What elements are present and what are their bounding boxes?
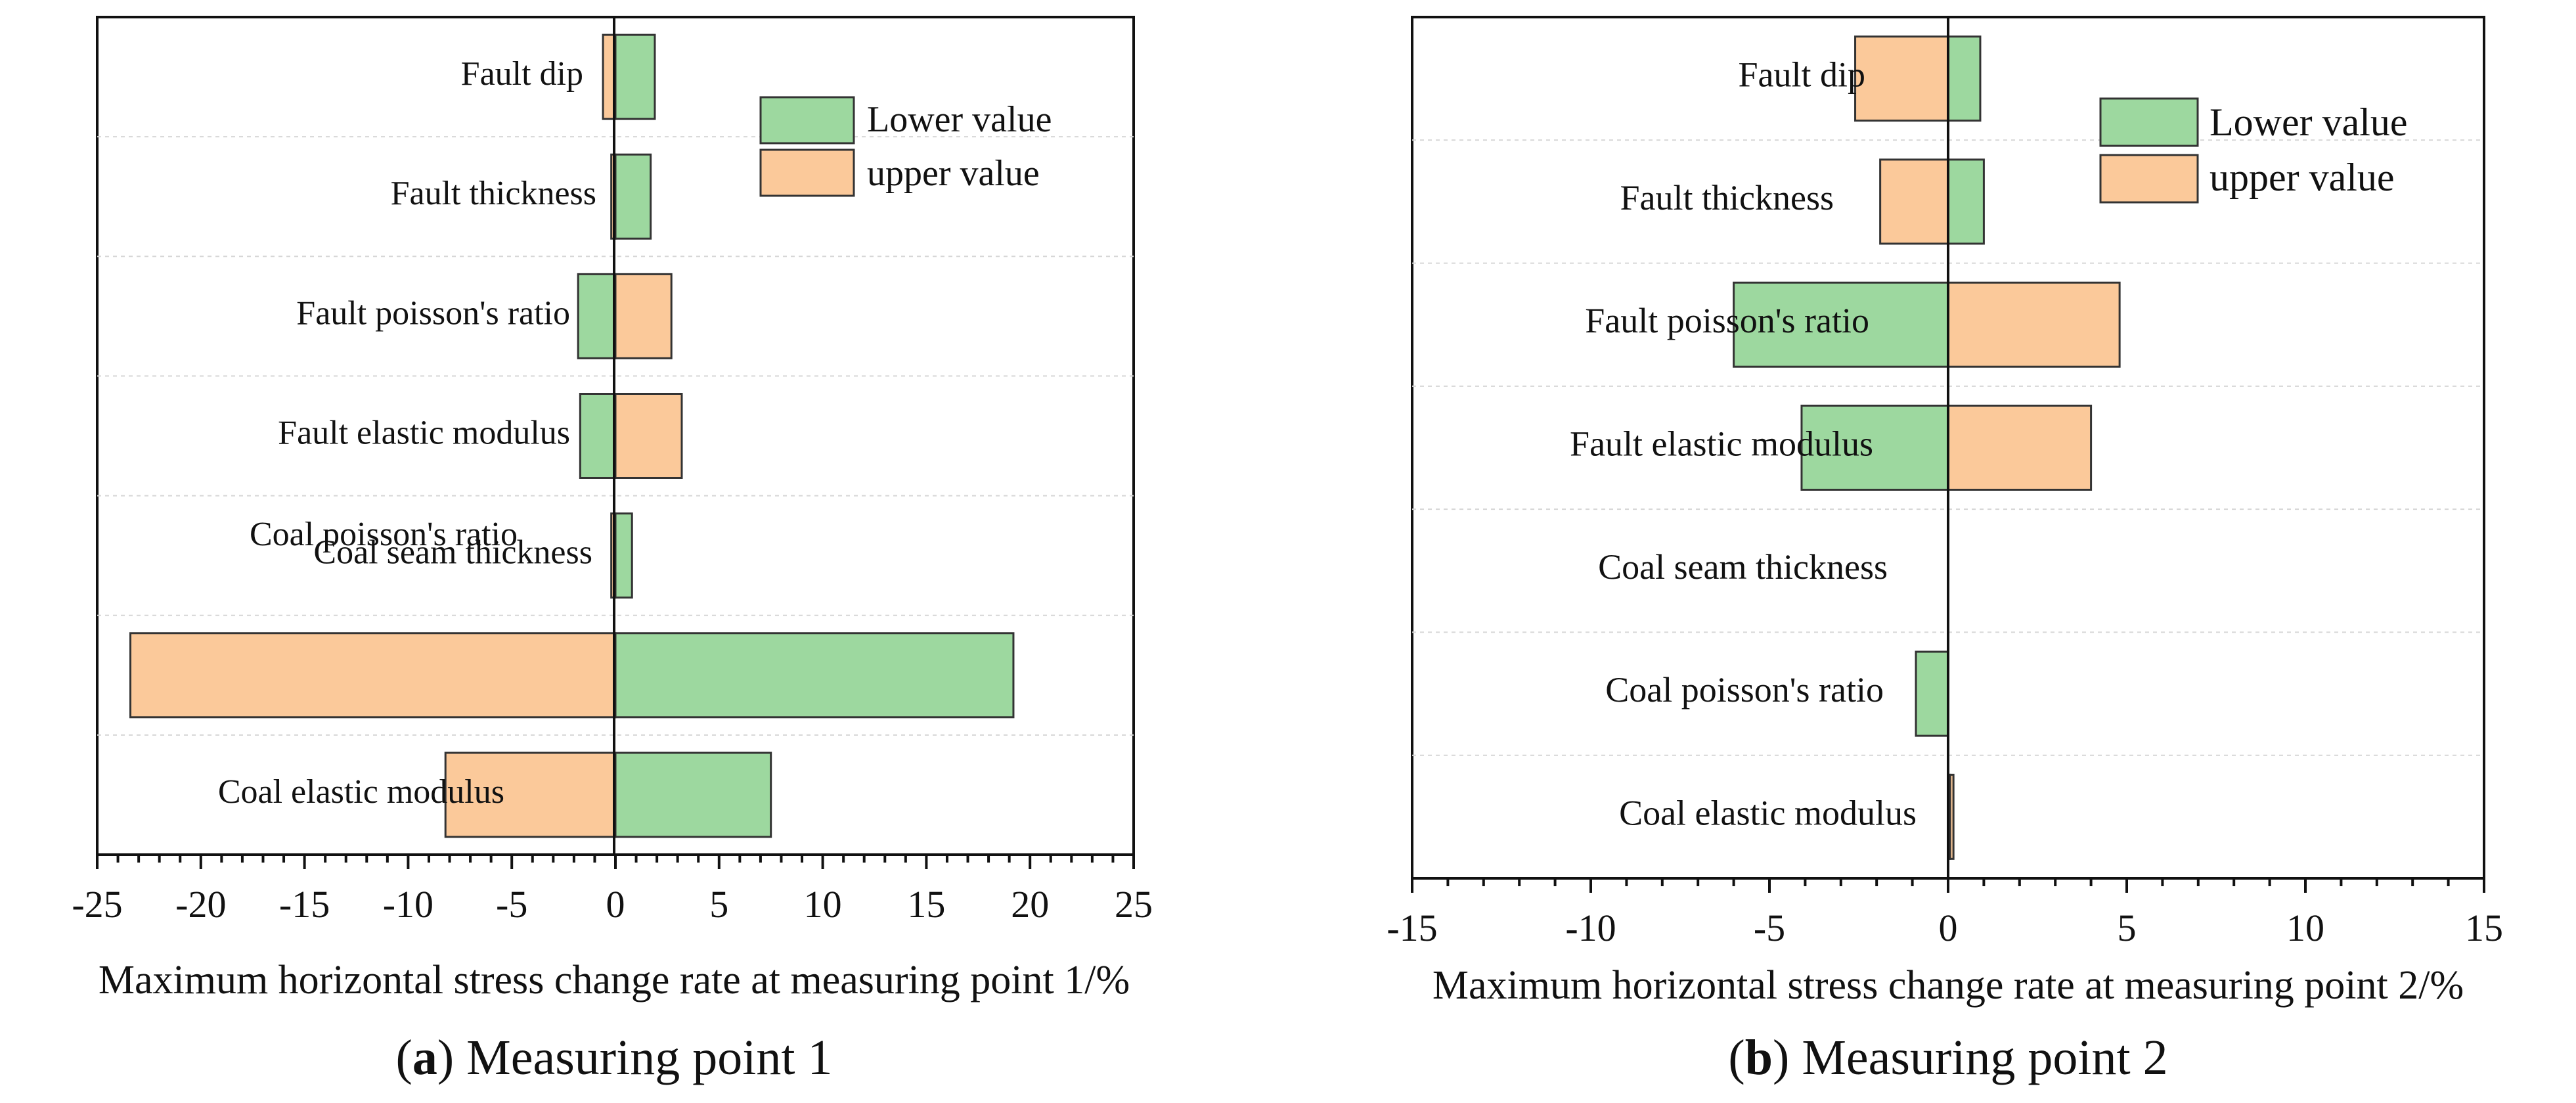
category-label: Coal seam thickness	[313, 534, 592, 572]
caption-letter-b: b	[1745, 1030, 1773, 1085]
x-tick-label: -5	[1754, 907, 1785, 949]
legend-a: Lower value upper value	[759, 96, 1052, 197]
x-axis-label-b: Maximum horizontal stress change rate at…	[1432, 963, 2464, 1008]
bars-b	[1733, 35, 2121, 860]
x-tick-label: -10	[383, 883, 433, 926]
legend-label-lower-b: Lower value	[2210, 101, 2408, 144]
bar-lower-3	[579, 393, 617, 479]
x-tick-label: 5	[709, 883, 728, 926]
bar-upper-2	[1947, 281, 2121, 368]
category-label: Fault elastic modulus	[278, 415, 570, 452]
x-tick-label: 0	[606, 883, 625, 926]
category-label: Coal poisson's ratio	[250, 516, 518, 553]
x-axis-a: -25 -20 -15 -10 -5 0 5 10 15 20 25	[72, 855, 1153, 926]
caption-text-a: Measuring point 1	[466, 1030, 832, 1085]
bar-lower-0	[614, 34, 656, 120]
category-label: Coal elastic modulus	[1619, 793, 1917, 832]
category-label: Coal elastic modulus	[218, 773, 504, 811]
bar-lower-5	[614, 632, 1015, 719]
x-tick-label: 25	[1115, 883, 1153, 926]
category-label: Fault dip	[1738, 55, 1865, 95]
bar-lower-4	[614, 512, 633, 599]
x-tick-label: -10	[1565, 907, 1616, 949]
x-tick-label: 10	[804, 883, 842, 926]
legend-label-lower-a: Lower value	[867, 99, 1052, 140]
legend-swatch-lower-b	[2099, 97, 2199, 147]
x-tick-label: -15	[279, 883, 330, 926]
chart-panel-b: Fault dip Fault thickness Fault poisson's …	[1387, 16, 2503, 1085]
legend-b: Lower value upper value	[2099, 97, 2408, 204]
bar-lower-0	[1947, 35, 1982, 122]
bar-upper-5	[129, 632, 617, 719]
chart-panel-a: Fault dip Fault thickness Fault poisson's …	[72, 16, 1153, 1085]
legend-swatch-lower-a	[759, 96, 855, 145]
bar-upper-1	[1879, 158, 1949, 245]
bar-lower-1	[1947, 158, 1985, 245]
legend-label-upper-b: upper value	[2210, 156, 2395, 199]
x-tick-label: 5	[2118, 907, 2137, 949]
x-axis-b: -15 -10 -5 0 5 10 15	[1387, 878, 2503, 949]
bar-upper-6	[444, 752, 617, 838]
x-tick-label: 10	[2286, 907, 2324, 949]
x-tick-label: 0	[1939, 907, 1958, 949]
bar-upper-3	[1947, 405, 2093, 491]
bars-a	[129, 34, 1015, 838]
legend-swatch-upper-a	[759, 148, 855, 197]
legend-swatch-upper-b	[2099, 154, 2199, 204]
bar-lower-6	[614, 752, 772, 838]
category-label: Fault thickness	[1620, 178, 1834, 217]
x-tick-label: 15	[2465, 907, 2503, 949]
x-axis-label-a: Maximum horizontal stress change rate at…	[99, 958, 1130, 1002]
category-label: Fault poisson's ratio	[296, 294, 570, 332]
category-label: Coal poisson's ratio	[1605, 670, 1884, 709]
bar-upper-0	[1854, 35, 1949, 122]
bar-upper-3	[614, 393, 683, 479]
category-labels-a: Fault dip Fault thickness Fault poisson's …	[218, 55, 596, 811]
x-tick-label: 20	[1011, 883, 1049, 926]
caption-a: (a) Measuring point 1	[396, 1030, 833, 1085]
x-tick-label: -15	[1387, 907, 1437, 949]
caption-letter-a: a	[412, 1030, 437, 1085]
category-labels-b: Fault dip Fault thickness Fault poisson's …	[1570, 55, 1917, 833]
category-label: Fault poisson's ratio	[1585, 301, 1869, 340]
x-tick-label: 15	[907, 883, 945, 926]
category-label: Fault thickness	[391, 175, 596, 212]
bar-lower-2	[1733, 281, 1949, 368]
bar-lower-5	[1915, 650, 1949, 737]
category-label: Fault dip	[461, 55, 583, 93]
bar-lower-2	[577, 273, 617, 359]
legend-label-upper-a: upper value	[867, 153, 1040, 194]
caption-text-b: Measuring point 2	[1802, 1030, 2167, 1085]
x-tick-label: -20	[175, 883, 226, 926]
x-tick-label: -5	[496, 883, 527, 926]
caption-b: (b) Measuring point 2	[1728, 1030, 2167, 1085]
bar-lower-1	[614, 153, 652, 240]
x-tick-label: -25	[72, 883, 122, 926]
category-label: Coal seam thickness	[1598, 547, 1888, 587]
category-label: Fault elastic modulus	[1570, 424, 1873, 464]
bar-upper-2	[614, 273, 673, 359]
